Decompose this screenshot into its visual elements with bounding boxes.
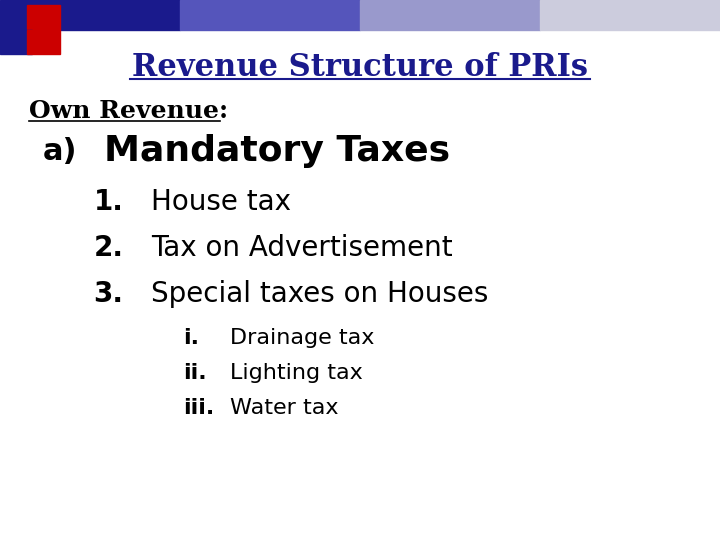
Text: 3.: 3.	[94, 280, 124, 308]
Text: 2.: 2.	[94, 234, 124, 262]
Bar	[0, 30, 32, 54]
Text: iii.: iii.	[184, 397, 215, 418]
Text: Revenue Structure of PRIs: Revenue Structure of PRIs	[132, 52, 588, 83]
Text: 1.: 1.	[94, 188, 123, 217]
Bar	[27, 5, 60, 30]
Text: House tax: House tax	[151, 188, 291, 217]
Bar	[27, 30, 60, 54]
Bar	[0, 0, 180, 30]
Text: Water tax: Water tax	[230, 397, 339, 418]
Bar	[0, 5, 32, 30]
Text: a): a)	[43, 137, 78, 166]
Text: i.: i.	[184, 327, 199, 348]
Text: ii.: ii.	[184, 362, 207, 383]
Text: Drainage tax: Drainage tax	[230, 327, 375, 348]
Text: Lighting tax: Lighting tax	[230, 362, 363, 383]
Text: Own Revenue:: Own Revenue:	[29, 99, 228, 123]
Text: Tax on Advertisement: Tax on Advertisement	[151, 234, 453, 262]
Bar	[540, 0, 720, 30]
Bar	[360, 0, 540, 30]
Bar	[180, 0, 360, 30]
Text: Mandatory Taxes: Mandatory Taxes	[104, 134, 451, 168]
Text: Special taxes on Houses: Special taxes on Houses	[151, 280, 489, 308]
